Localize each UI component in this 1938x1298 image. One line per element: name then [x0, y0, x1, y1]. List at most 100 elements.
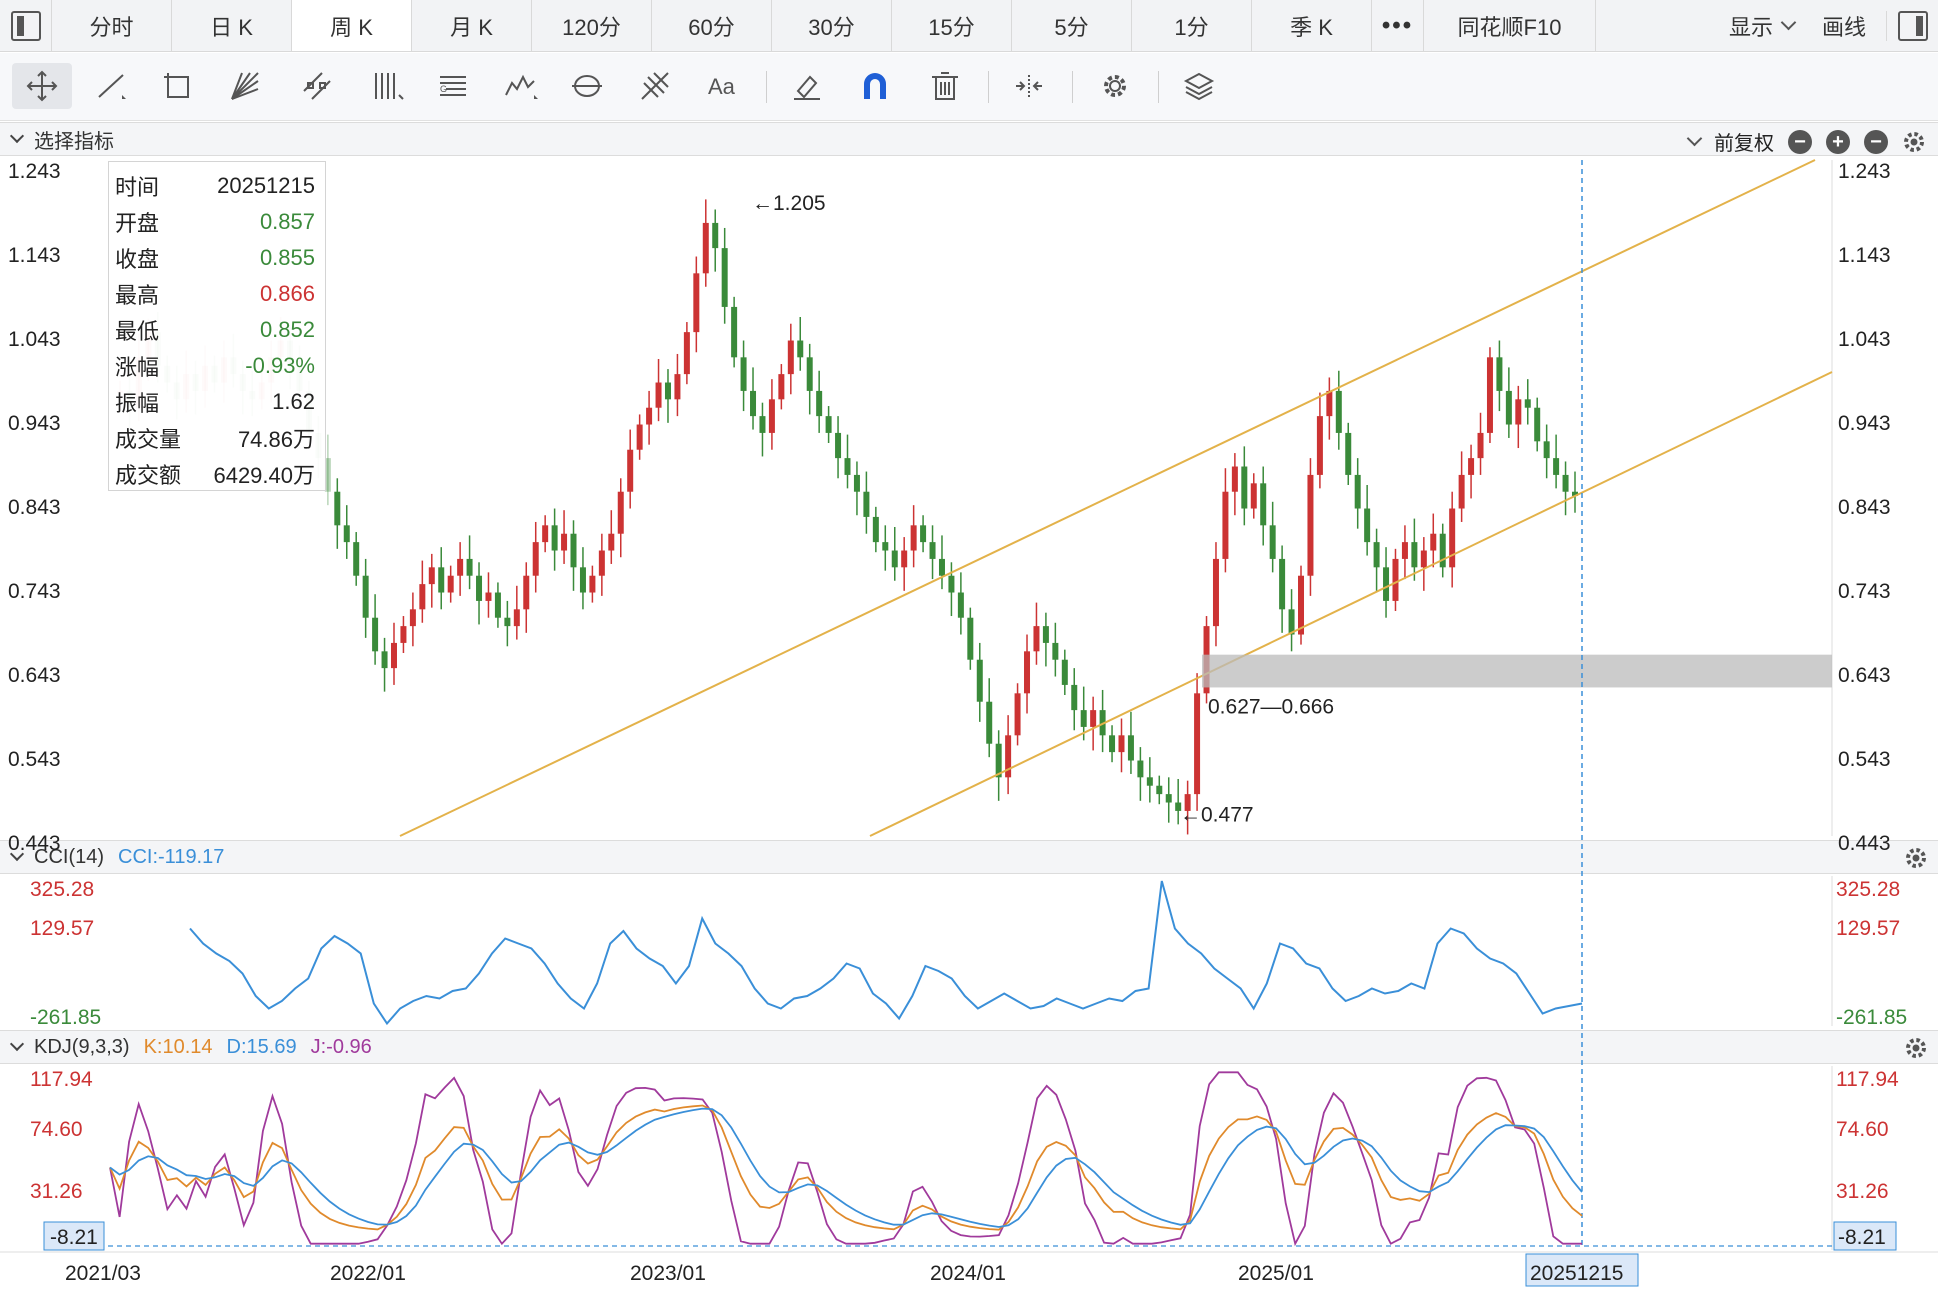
- eraser-button[interactable]: [782, 63, 832, 109]
- draw-line-button[interactable]: 画线: [1821, 14, 1866, 40]
- candle-body: [1553, 458, 1560, 475]
- candle-body: [1449, 508, 1456, 568]
- fib-tool-icon: [641, 72, 669, 100]
- cci-axis-label-left: 325.28: [30, 878, 94, 901]
- expand-button[interactable]: [1004, 63, 1054, 109]
- period-tab-bar: 分时 日 K 周 K 月 K 120分 60分 30分 15分 5分 1分 季 …: [0, 0, 1938, 52]
- fib-tool-button[interactable]: [630, 63, 680, 109]
- fan-tool-button[interactable]: [220, 63, 270, 109]
- tab-5min[interactable]: 5分: [1012, 0, 1132, 51]
- info-row: 开盘 0.857: [115, 204, 315, 240]
- info-value: 0.852: [259, 317, 315, 342]
- cci-line: [189, 880, 1583, 1026]
- gear-icon[interactable]: [1904, 1036, 1928, 1060]
- zoom-in-icon[interactable]: +: [1826, 129, 1850, 154]
- draw-settings-button[interactable]: [1090, 63, 1140, 109]
- kdj-panel-header: KDJ(9,3,3) K:10.14 D:15.69 J:-0.96: [0, 1030, 1938, 1064]
- candle-body: [740, 357, 747, 391]
- tab-fenshi[interactable]: 分时: [52, 0, 172, 51]
- candle-body: [1024, 651, 1031, 694]
- chevron-down-icon[interactable]: [1686, 130, 1703, 147]
- info-row: 成交额 6429.40万: [115, 456, 315, 492]
- expand-icon: [1016, 75, 1042, 97]
- kdj-k-value: K:10.14: [143, 1035, 213, 1058]
- line-tool-button[interactable]: [86, 63, 136, 109]
- info-value: 1.62: [272, 389, 315, 414]
- select-indicator-button[interactable]: 选择指标: [34, 130, 114, 153]
- kdj-axis-label-right: 31.26: [1836, 1180, 1889, 1203]
- candle-body: [1543, 441, 1550, 459]
- candle-body: [768, 399, 775, 433]
- candle-body: [1099, 710, 1106, 736]
- tab-quarterly-k[interactable]: 季 K: [1252, 0, 1372, 51]
- date-cursor-label: 20251215: [1530, 1262, 1623, 1285]
- candle-body: [570, 533, 577, 568]
- candle-body: [986, 701, 993, 744]
- wave-tool-button[interactable]: [496, 63, 546, 109]
- chevron-down-icon[interactable]: [9, 1036, 25, 1052]
- candle-body: [872, 516, 879, 543]
- chevron-down-icon[interactable]: [9, 128, 25, 144]
- display-dropdown[interactable]: 显示: [1715, 10, 1808, 42]
- line-tool-icon: [98, 74, 126, 99]
- date-axis-label: 2025/01: [1238, 1262, 1314, 1285]
- candle-body: [835, 432, 842, 459]
- tab-daily-k[interactable]: 日 K: [172, 0, 292, 51]
- candle-body: [1430, 533, 1437, 551]
- kdj-axis-label-right: 74.60: [1836, 1118, 1889, 1141]
- minus-circle-icon[interactable]: −: [1788, 129, 1812, 154]
- left-panel-toggle[interactable]: [0, 0, 52, 51]
- candle-body: [750, 390, 757, 417]
- candle-body: [627, 449, 634, 492]
- candle-body: [362, 575, 369, 618]
- gann-tool-icon: [375, 73, 404, 100]
- chevron-down-icon: [1780, 14, 1797, 31]
- candle-body: [1468, 458, 1475, 475]
- right-panel-toggle[interactable]: [1886, 10, 1938, 41]
- font-tool-button[interactable]: Aa: [698, 63, 748, 109]
- tab-60min[interactable]: 60分: [652, 0, 772, 51]
- candle-body: [1458, 474, 1465, 509]
- tab-15min[interactable]: 15分: [892, 0, 1012, 51]
- info-key: 收盘: [115, 247, 160, 272]
- info-key: 时间: [115, 175, 160, 200]
- kdj-title[interactable]: KDJ(9,3,3): [34, 1035, 130, 1058]
- text-tool-button[interactable]: G: [428, 63, 478, 109]
- tab-1min[interactable]: 1分: [1132, 0, 1252, 51]
- rect-tool-button[interactable]: [152, 63, 202, 109]
- candle-body: [693, 273, 700, 333]
- candle-body: [1042, 626, 1049, 643]
- candle-body: [759, 416, 766, 433]
- gear-icon[interactable]: [1902, 130, 1926, 154]
- adjust-type-dropdown[interactable]: 前复权: [1714, 133, 1774, 155]
- kdj-axis-label-left: 117.94: [30, 1068, 93, 1091]
- chevron-down-icon[interactable]: [9, 846, 25, 862]
- cci-axis-label-right: 129.57: [1836, 917, 1900, 940]
- zoom-out-icon[interactable]: −: [1864, 129, 1888, 154]
- cycle-tool-button[interactable]: [562, 63, 612, 109]
- gear-icon[interactable]: [1904, 846, 1928, 870]
- delete-drawings-button[interactable]: [920, 63, 970, 109]
- tab-30min[interactable]: 30分: [772, 0, 892, 51]
- layers-button[interactable]: [1174, 63, 1224, 109]
- candle-body: [1109, 735, 1116, 753]
- move-tool-button[interactable]: [12, 63, 72, 109]
- tab-weekly-k[interactable]: 周 K: [292, 0, 412, 51]
- tab-monthly-k[interactable]: 月 K: [412, 0, 532, 51]
- cci-title[interactable]: CCI(14): [34, 845, 105, 868]
- magnet-button[interactable]: [850, 63, 900, 109]
- channel-tool-button[interactable]: [292, 63, 342, 109]
- info-row: 成交量 74.86万: [115, 420, 315, 456]
- candle-body: [1052, 642, 1059, 660]
- candle-body: [1420, 550, 1427, 568]
- gann-tool-button[interactable]: [362, 63, 412, 109]
- candle-body: [1269, 525, 1276, 559]
- sidebar-toggle-icon: [1897, 10, 1928, 41]
- eraser-icon: [794, 75, 820, 100]
- candle-body: [1222, 491, 1229, 559]
- candle-body: [390, 642, 397, 669]
- tab-120min[interactable]: 120分: [532, 0, 652, 51]
- f10-button[interactable]: 同花顺F10: [1424, 0, 1596, 51]
- candle-body: [1383, 567, 1390, 601]
- more-periods-button[interactable]: •••: [1372, 0, 1424, 51]
